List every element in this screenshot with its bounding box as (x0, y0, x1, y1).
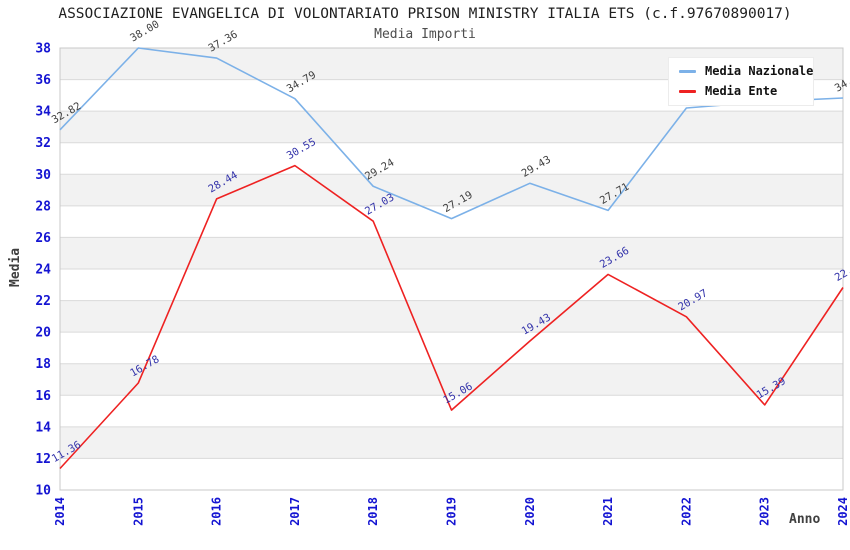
x-tick-label: 2020 (523, 497, 537, 526)
y-tick-label: 30 (35, 168, 51, 183)
y-tick-label: 12 (35, 452, 51, 467)
y-tick-label: 34 (35, 105, 51, 120)
y-tick-label: 10 (35, 484, 51, 499)
plot-band (60, 237, 843, 269)
y-axis-title: Media (8, 247, 23, 287)
point-label: 38.00 (128, 18, 161, 44)
x-tick-label: 2023 (758, 497, 772, 526)
x-tick-label: 2015 (131, 497, 145, 526)
x-tick-label: 2014 (53, 497, 67, 526)
plot-band (60, 426, 843, 459)
y-tick-label: 28 (35, 199, 51, 214)
x-tick-label: 2018 (366, 497, 380, 526)
x-tick-label: 2017 (288, 497, 302, 526)
y-tick-label: 32 (35, 136, 51, 151)
line-swatch-icon (679, 89, 696, 93)
line-swatch-icon (679, 69, 696, 73)
x-tick-label: 2016 (210, 497, 224, 526)
x-tick-label: 2021 (601, 497, 615, 526)
x-tick-label: 2022 (679, 497, 693, 526)
y-tick-label: 20 (35, 326, 51, 341)
chart-subtitle: Media Importi (374, 27, 476, 42)
series-line-media-ente (59, 164, 844, 470)
legend-item-media-ente: Media Ente (679, 84, 805, 98)
plot-band (60, 300, 843, 333)
plot-border (59, 47, 844, 491)
y-tick-label: 36 (35, 73, 51, 88)
plot-band (60, 363, 843, 396)
x-axis-title: Anno (789, 512, 821, 527)
x-tick-label: 2019 (445, 497, 459, 526)
plot-band (60, 111, 843, 143)
y-tick-label: 38 (35, 42, 51, 57)
x-tick-label: 2024 (836, 497, 850, 526)
legend: Media Nazionale Media Ente (668, 57, 814, 106)
y-tick-label: 14 (35, 420, 51, 435)
y-tick-label: 22 (35, 294, 51, 309)
plot-band (60, 174, 843, 206)
y-tick-label: 24 (35, 263, 51, 278)
legend-label-media-nazionale: Media Nazionale (705, 64, 814, 78)
y-tick-label: 26 (35, 231, 51, 246)
y-tick-label: 18 (35, 357, 51, 372)
chart-title: ASSOCIAZIONE EVANGELICA DI VOLONTARIATO … (58, 6, 792, 22)
y-tick-label: 16 (35, 389, 51, 404)
legend-item-media-nazionale: Media Nazionale (679, 64, 813, 78)
legend-label-media-ente: Media Ente (705, 84, 778, 98)
